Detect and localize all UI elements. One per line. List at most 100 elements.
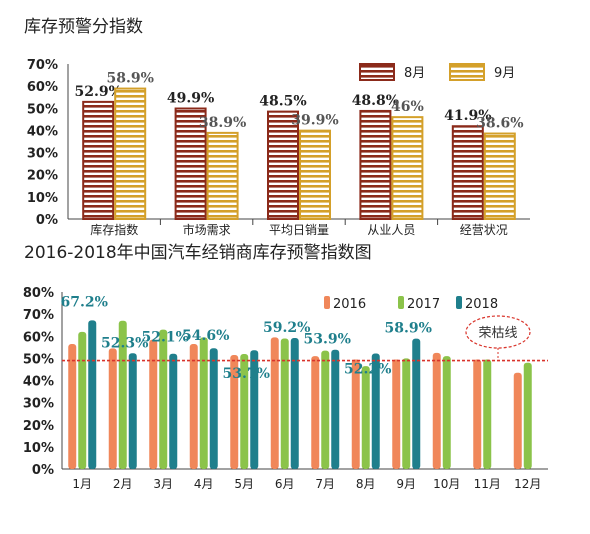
chart2-bar-2016 xyxy=(392,359,401,469)
chart2-legend-swatch xyxy=(398,296,404,309)
chart1-bar-9月 xyxy=(391,116,424,220)
chart1-legend-label: 9月 xyxy=(494,66,515,81)
chart2-bar-2016 xyxy=(189,343,198,469)
chart2-bar-2016 xyxy=(351,359,360,469)
chart2-bar-2018 xyxy=(412,338,421,469)
chart2-bar-2018 xyxy=(169,353,178,469)
chart1-data-label: 48.5% xyxy=(259,94,306,110)
chart2-category-label: 8月 xyxy=(356,477,376,491)
chart2-bar-2017 xyxy=(280,338,289,469)
chart2-bar-2017 xyxy=(240,353,249,469)
chart2-annotation: 52.3% xyxy=(101,335,148,351)
chart2-reference-label-bubble xyxy=(465,315,531,349)
chart2-bar-2018 xyxy=(209,348,218,469)
chart1-bar-9月 xyxy=(483,132,516,220)
chart2-bar-2017 xyxy=(118,320,127,469)
chart1-ytick-label: 20% xyxy=(27,169,58,184)
chart2-ytick-label: 30% xyxy=(23,397,54,412)
chart1-data-label: 38.9% xyxy=(199,115,246,131)
chart1-bar-9月 xyxy=(206,131,239,220)
chart2-category-label: 11月 xyxy=(474,477,501,491)
chart2-bar-2018 xyxy=(331,349,340,469)
chart2-ytick-label: 60% xyxy=(23,330,54,345)
chart2-bar-2017 xyxy=(321,350,330,469)
chart2-bar-2018 xyxy=(290,338,299,469)
chart1-category-label: 平均日销量 xyxy=(269,223,329,237)
chart2-bar-2016 xyxy=(108,348,117,469)
chart2-ytick-label: 10% xyxy=(23,441,54,456)
chart2-reference-label: 荣枯线 xyxy=(478,326,517,341)
chart2-category-label: 10月 xyxy=(433,477,460,491)
chart2-bar-2016 xyxy=(432,352,441,469)
chart2-ytick-label: 0% xyxy=(32,463,54,478)
chart2-category-label: 9月 xyxy=(396,477,416,491)
chart2-annotation: 54.6% xyxy=(182,328,229,344)
chart1-bar-8月 xyxy=(267,110,299,220)
chart2-ytick-label: 40% xyxy=(23,375,54,390)
chart1-data-label: 48.8% xyxy=(352,93,399,109)
chart2-legend-label: 2016 xyxy=(333,297,366,312)
chart1-ytick-label: 50% xyxy=(27,102,58,117)
chart1-ytick-label: 70% xyxy=(27,58,58,73)
chart2-title: 2016-2018年中国汽车经销商库存预警指数图 xyxy=(24,243,372,263)
chart1-bar-8月 xyxy=(82,100,115,220)
chart1-legend-swatch xyxy=(359,63,395,81)
chart1-category-label: 从业人员 xyxy=(367,223,415,237)
chart2-annotation: 52.2% xyxy=(344,362,391,378)
chart2-legend-label: 2018 xyxy=(465,297,498,312)
chart2-ytick-label: 80% xyxy=(23,286,54,301)
chart1-bar-8月 xyxy=(174,107,207,220)
chart2-bar-2017 xyxy=(361,366,370,469)
chart2-legend-label: 2017 xyxy=(407,297,440,312)
chart1-data-label: 41.9% xyxy=(444,108,491,124)
chart2-legend-swatch xyxy=(456,296,462,309)
chart1-bar-9月 xyxy=(114,87,147,221)
chart2-bar-2016 xyxy=(513,372,522,469)
chart2-ytick-label: 70% xyxy=(23,308,54,323)
chart2-bar-2018 xyxy=(371,353,380,469)
chart2-annotation: 58.9% xyxy=(385,321,432,337)
chart1-bar-9月 xyxy=(299,129,331,220)
chart1-bar-8月 xyxy=(451,125,484,220)
chart1-category-label: 库存指数 xyxy=(90,222,138,237)
chart2-bar-2017 xyxy=(523,362,532,469)
chart2-bar-2017 xyxy=(159,329,168,469)
chart2-annotation: 67.2% xyxy=(61,294,108,310)
chart2-bar-2017 xyxy=(483,359,492,469)
chart2-bar-2016 xyxy=(149,339,158,469)
chart1-data-label: 39.9% xyxy=(291,113,338,129)
chart1-data-label: 49.9% xyxy=(167,91,214,107)
chart2-bar-2016 xyxy=(473,359,482,469)
chart1-legend-label: 8月 xyxy=(404,66,425,81)
chart2-category-label: 5月 xyxy=(234,477,254,491)
chart2-bar-2017 xyxy=(78,331,87,469)
chart2-category-label: 6月 xyxy=(275,477,295,491)
chart2-bar-2017 xyxy=(199,337,208,469)
chart2-bar-2017 xyxy=(442,356,451,469)
chart2-ytick-label: 50% xyxy=(23,352,54,367)
chart2-bar-2016 xyxy=(270,337,279,469)
chart2-bar-2016 xyxy=(230,355,239,469)
chart1-data-label: 38.6% xyxy=(476,116,523,132)
chart1-title: 库存预警分指数 xyxy=(24,17,143,37)
chart1-bar-8月 xyxy=(359,109,392,220)
chart1-data-label: 58.9% xyxy=(106,71,153,87)
chart2-bar-2017 xyxy=(402,358,411,469)
chart2-category-label: 12月 xyxy=(514,477,541,491)
chart2-legend-swatch xyxy=(324,296,330,309)
chart2-category-label: 7月 xyxy=(315,477,335,491)
chart1-data-label: 46% xyxy=(391,99,424,115)
chart1-ytick-label: 60% xyxy=(27,80,58,95)
chart2-bar-2016 xyxy=(311,356,320,469)
chart2-annotation: 53.7% xyxy=(223,366,270,382)
chart2-category-label: 3月 xyxy=(153,477,173,491)
chart1-category-label: 市场需求 xyxy=(183,222,231,237)
chart2-bar-2016 xyxy=(68,343,77,469)
chart2-bar-2018 xyxy=(250,350,259,469)
chart2-bar-2018 xyxy=(88,320,97,469)
chart1-ytick-label: 40% xyxy=(27,124,58,139)
chart2-ytick-label: 20% xyxy=(23,419,54,434)
chart2-category-label: 4月 xyxy=(194,477,214,491)
chart2-category-label: 2月 xyxy=(113,477,133,491)
